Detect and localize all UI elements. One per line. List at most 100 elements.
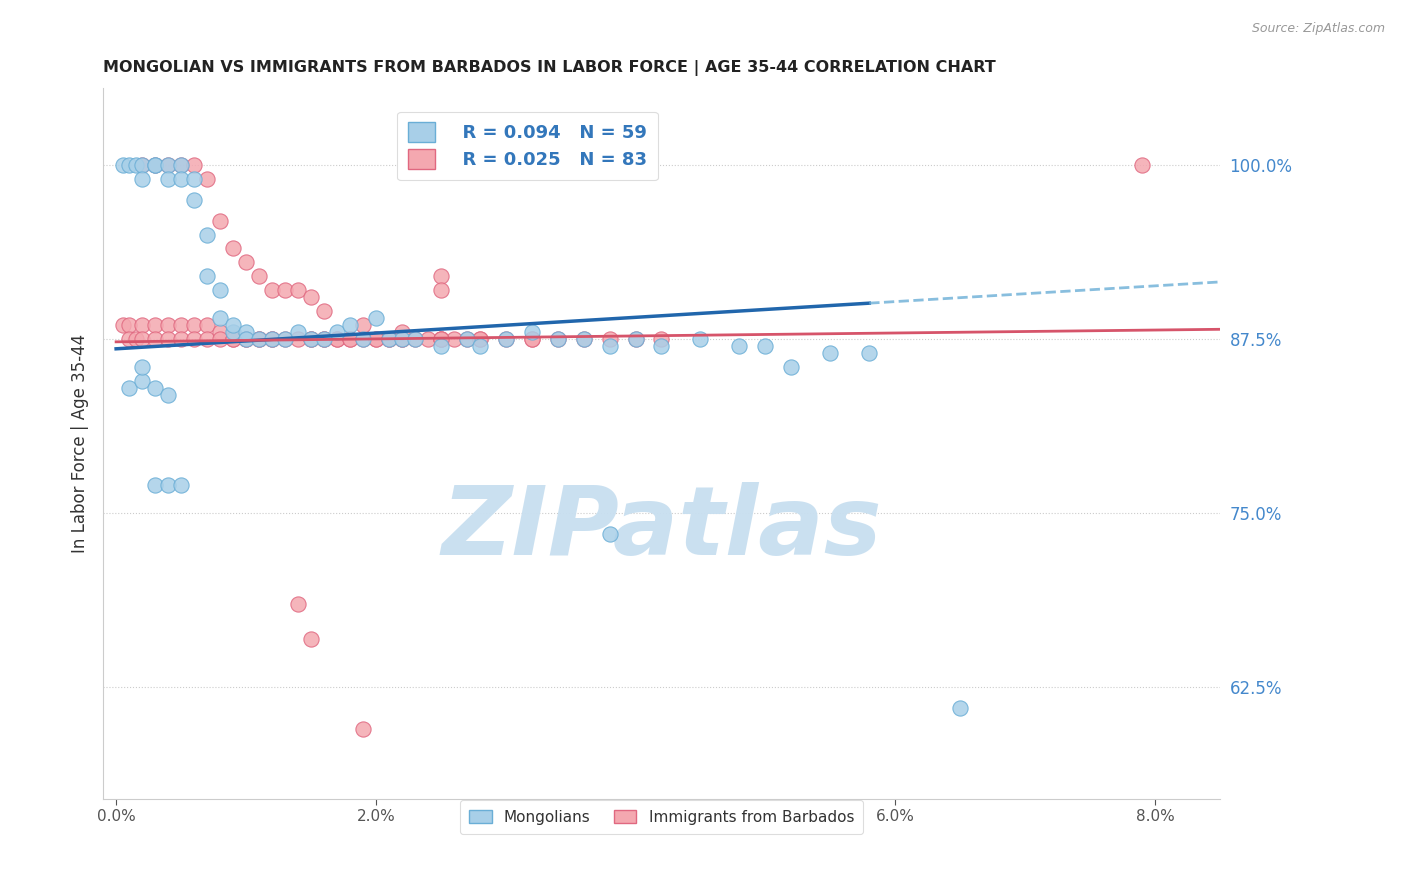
Point	[157, 158, 180, 172]
Point	[378, 332, 401, 346]
Point	[118, 381, 141, 395]
Point	[157, 478, 180, 492]
Point	[131, 359, 153, 374]
Point	[520, 332, 543, 346]
Point	[299, 332, 322, 346]
Point	[364, 332, 387, 346]
Point	[339, 332, 361, 346]
Point	[820, 346, 842, 360]
Point	[143, 381, 166, 395]
Point	[1130, 158, 1153, 172]
Point	[339, 318, 361, 332]
Text: ZIPatlas: ZIPatlas	[441, 483, 882, 575]
Point	[157, 158, 180, 172]
Point	[131, 374, 153, 388]
Point	[299, 332, 322, 346]
Point	[195, 171, 218, 186]
Point	[689, 332, 711, 346]
Point	[378, 332, 401, 346]
Point	[326, 332, 349, 346]
Point	[352, 332, 374, 346]
Point	[391, 332, 413, 346]
Legend: Mongolians, Immigrants from Barbados: Mongolians, Immigrants from Barbados	[460, 800, 863, 834]
Point	[170, 478, 193, 492]
Point	[208, 283, 231, 297]
Point	[131, 332, 153, 346]
Point	[222, 318, 245, 332]
Point	[728, 339, 751, 353]
Point	[195, 318, 218, 332]
Point	[118, 158, 141, 172]
Point	[456, 332, 478, 346]
Point	[352, 332, 374, 346]
Point	[299, 632, 322, 646]
Point	[157, 318, 180, 332]
Point	[195, 227, 218, 242]
Point	[157, 332, 180, 346]
Point	[183, 158, 205, 172]
Point	[404, 332, 426, 346]
Point	[547, 332, 569, 346]
Point	[274, 332, 297, 346]
Point	[520, 325, 543, 339]
Point	[183, 318, 205, 332]
Point	[260, 283, 283, 297]
Point	[235, 255, 257, 269]
Point	[247, 332, 270, 346]
Point	[312, 332, 335, 346]
Point	[572, 332, 595, 346]
Point	[780, 359, 803, 374]
Point	[468, 339, 491, 353]
Point	[274, 332, 297, 346]
Point	[599, 339, 621, 353]
Point	[391, 332, 413, 346]
Point	[170, 158, 193, 172]
Point	[650, 332, 672, 346]
Point	[111, 158, 134, 172]
Point	[287, 325, 309, 339]
Point	[118, 332, 141, 346]
Point	[468, 332, 491, 346]
Point	[143, 332, 166, 346]
Point	[195, 332, 218, 346]
Point	[111, 318, 134, 332]
Point	[143, 318, 166, 332]
Point	[170, 332, 193, 346]
Point	[287, 283, 309, 297]
Point	[468, 332, 491, 346]
Point	[143, 158, 166, 172]
Point	[352, 722, 374, 736]
Point	[326, 332, 349, 346]
Point	[143, 158, 166, 172]
Point	[364, 311, 387, 326]
Point	[312, 332, 335, 346]
Point	[429, 332, 451, 346]
Point	[235, 332, 257, 346]
Point	[222, 332, 245, 346]
Point	[183, 171, 205, 186]
Point	[274, 283, 297, 297]
Point	[429, 339, 451, 353]
Point	[858, 346, 880, 360]
Point	[599, 527, 621, 541]
Point	[170, 171, 193, 186]
Point	[624, 332, 647, 346]
Point	[260, 332, 283, 346]
Y-axis label: In Labor Force | Age 35-44: In Labor Force | Age 35-44	[72, 334, 89, 553]
Point	[143, 478, 166, 492]
Point	[287, 597, 309, 611]
Point	[208, 325, 231, 339]
Point	[754, 339, 776, 353]
Point	[235, 332, 257, 346]
Point	[247, 332, 270, 346]
Point	[352, 318, 374, 332]
Point	[183, 193, 205, 207]
Point	[299, 290, 322, 304]
Point	[157, 171, 180, 186]
Point	[429, 269, 451, 284]
Point	[429, 332, 451, 346]
Point	[183, 332, 205, 346]
Point	[222, 325, 245, 339]
Point	[520, 332, 543, 346]
Point	[339, 332, 361, 346]
